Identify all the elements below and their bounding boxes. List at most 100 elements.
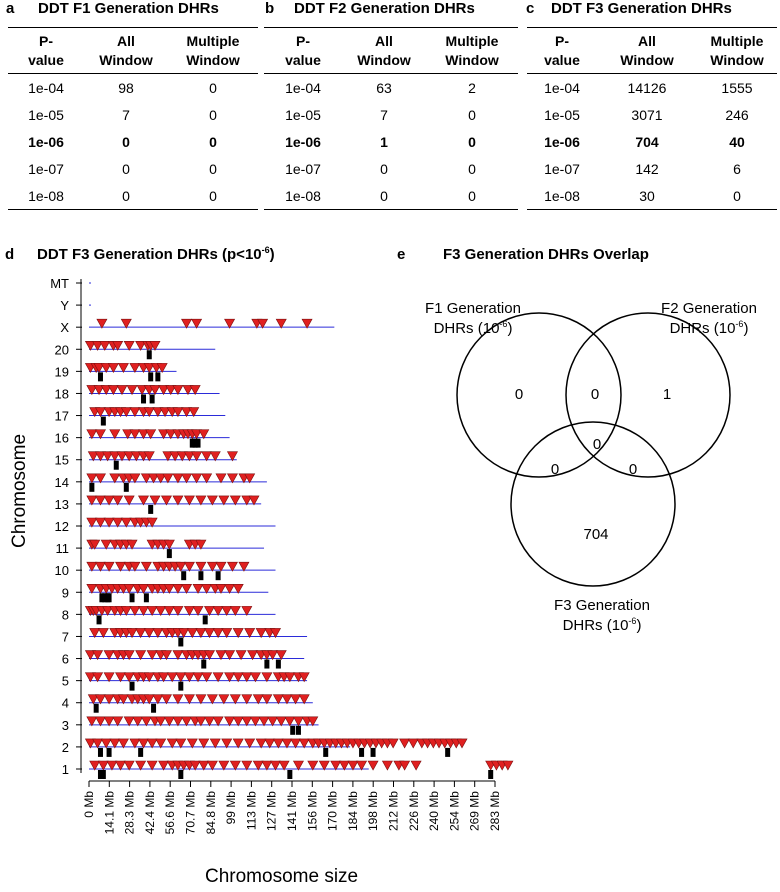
dhr-marker	[229, 760, 241, 771]
dhr-marker	[195, 539, 207, 550]
dhr-marker	[158, 385, 170, 396]
x-tick-label: 84.8 Mb	[204, 791, 218, 835]
dhr-marker	[292, 716, 304, 727]
dhr-marker	[212, 672, 224, 683]
dhr-marker	[181, 473, 193, 484]
chromosome-label: 17	[55, 409, 69, 424]
multi-window-marker	[99, 593, 105, 603]
venn-count-all: 0	[592, 436, 602, 453]
multi-window-marker	[178, 681, 184, 691]
dhr-marker	[123, 760, 135, 771]
x-tick-label: 99 Mb	[224, 791, 238, 825]
dhr-marker	[206, 561, 218, 572]
dhr-marker	[188, 407, 200, 418]
x-axis-label: Chromosome size	[205, 866, 359, 887]
panel-d-title: DDT F3 Generation DHRs (p<10-6)	[37, 245, 275, 264]
dhr-marker	[244, 628, 256, 639]
dhr-marker	[182, 385, 194, 396]
dhr-marker	[107, 385, 119, 396]
dhr-marker	[198, 760, 210, 771]
dhr-marker	[284, 716, 296, 727]
dhr-marker	[307, 760, 319, 771]
multi-window-marker	[287, 770, 293, 779]
dhr-marker	[189, 760, 201, 771]
x-tick-label: 212 Mb	[387, 791, 401, 831]
dhr-marker	[103, 672, 115, 683]
dhr-marker	[84, 340, 96, 351]
dhr-marker	[238, 561, 250, 572]
table-row: 1e-07 0 0	[285, 160, 476, 177]
dhr-marker	[155, 716, 167, 727]
dhr-marker	[117, 738, 129, 749]
multi-window-marker	[129, 681, 135, 691]
dhr-marker	[257, 318, 269, 329]
dhr-marker	[163, 583, 175, 594]
dhr-marker	[93, 385, 105, 396]
dhr-marker	[195, 716, 207, 727]
dhr-marker	[215, 561, 227, 572]
dhr-marker	[191, 451, 203, 462]
venn-count-f1-only: 0	[514, 386, 524, 403]
dhr-marker	[87, 451, 99, 462]
dhr-marker	[172, 385, 184, 396]
chromosome-label: Y	[60, 298, 69, 313]
dhr-marker	[201, 672, 213, 683]
dhr-marker	[94, 473, 106, 484]
chromosome-label: 8	[62, 607, 69, 622]
dhr-marker	[143, 363, 155, 373]
multi-window-marker	[323, 747, 329, 757]
dhr-marker	[218, 495, 230, 506]
dhr-marker	[191, 473, 203, 484]
multi-window-marker	[141, 394, 147, 404]
x-tick-label: 254 Mb	[447, 791, 461, 831]
dhr-marker	[120, 517, 132, 528]
dhr-marker	[267, 716, 279, 727]
x-tick-label: 113 Mb	[244, 791, 258, 830]
dhr-marker	[100, 385, 112, 396]
dhr-marker	[138, 738, 150, 749]
dhr-marker	[181, 318, 193, 329]
dhr-marker	[94, 407, 106, 418]
dhr-marker	[149, 495, 161, 506]
dhr-marker	[261, 760, 273, 771]
dhr-marker	[195, 628, 207, 639]
dhr-marker	[92, 340, 104, 351]
dhr-marker	[146, 650, 158, 661]
dhr-marker	[221, 738, 233, 749]
dhr-marker	[103, 650, 115, 661]
dhr-marker	[89, 760, 101, 771]
dhr-marker	[136, 385, 148, 396]
dhr-marker	[140, 716, 152, 727]
dhr-marker	[94, 495, 106, 506]
dhr-marker	[244, 738, 256, 749]
dhr-marker	[102, 606, 114, 616]
dhr-marker	[172, 495, 184, 506]
dhr-marker	[129, 407, 141, 418]
dhr-marker	[212, 716, 224, 727]
dhr-marker	[92, 738, 104, 749]
multi-window-marker	[370, 747, 376, 757]
dhr-marker	[183, 606, 195, 616]
dhr-marker	[145, 429, 157, 440]
dhr-marker	[117, 363, 129, 373]
multi-window-marker	[166, 549, 172, 559]
dhr-marker	[172, 650, 184, 661]
dhr-marker	[103, 694, 115, 705]
dhr-marker	[152, 407, 164, 418]
multi-window-marker	[143, 593, 149, 603]
chromosome-label: 13	[55, 497, 69, 512]
multi-window-marker	[359, 747, 365, 757]
dhr-marker	[381, 760, 393, 771]
dhr-marker	[152, 694, 164, 705]
dhr-marker	[84, 650, 96, 661]
dhr-marker	[198, 429, 210, 440]
dhr-marker	[123, 650, 135, 661]
dhr-marker	[94, 451, 106, 462]
x-tick-label: 28.3 Mb	[123, 791, 137, 835]
dhr-marker	[275, 650, 287, 661]
dhr-marker	[298, 738, 310, 749]
dhr-marker	[146, 606, 158, 616]
dhr-marker	[143, 672, 155, 683]
dhr-marker	[103, 716, 115, 727]
dhr-marker	[106, 760, 118, 771]
